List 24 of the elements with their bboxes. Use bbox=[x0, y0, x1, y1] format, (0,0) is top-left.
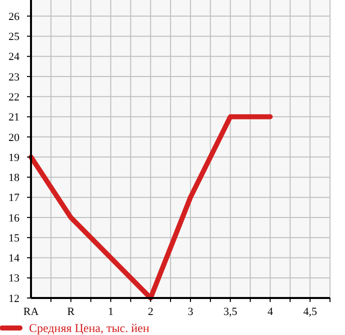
x-tick-label: RA bbox=[23, 306, 39, 318]
y-tick-label: 12 bbox=[8, 292, 20, 305]
y-tick-label: 21 bbox=[8, 112, 20, 124]
y-tick-label: 20 bbox=[8, 132, 20, 144]
x-tick-label: 3,5 bbox=[223, 306, 238, 318]
y-tick-label: 23 bbox=[8, 71, 20, 84]
y-tick-label: 15 bbox=[8, 232, 20, 244]
y-tick-label: 19 bbox=[8, 152, 20, 164]
y-tick-label: 16 bbox=[8, 212, 20, 224]
y-tick-label: 25 bbox=[8, 31, 20, 44]
y-tick-label: 24 bbox=[8, 51, 20, 64]
y-tick-label: 17 bbox=[8, 192, 20, 204]
x-tick-label: 1 bbox=[108, 306, 114, 318]
y-tick-label: 13 bbox=[8, 272, 20, 285]
y-tick-label: 18 bbox=[8, 172, 20, 184]
y-tick-label: 26 bbox=[8, 10, 20, 23]
x-tick-label: 4,5 bbox=[303, 306, 318, 318]
x-tick-label: 3 bbox=[188, 306, 194, 318]
x-tick-label: 4 bbox=[267, 306, 274, 318]
y-tick-label: 14 bbox=[8, 252, 20, 265]
x-tick-label: R bbox=[67, 306, 76, 318]
legend-label: Средняя Цена, тыс. йен bbox=[29, 321, 150, 335]
y-tick-label: 22 bbox=[8, 92, 20, 104]
x-tick-label: 2 bbox=[148, 306, 154, 318]
